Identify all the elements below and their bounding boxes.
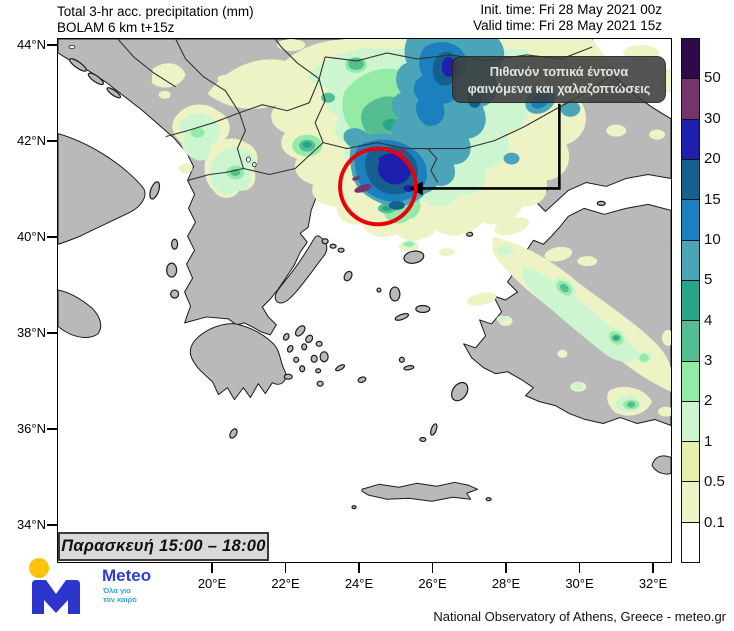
colorbar-segment bbox=[682, 481, 699, 522]
valid-time: Valid time: Fri 28 May 2021 15z bbox=[473, 18, 662, 33]
lon-tick-label: 20°E bbox=[197, 576, 227, 591]
lat-tick-label: 42°N bbox=[16, 133, 46, 148]
colorbar-tick-label: 4 bbox=[704, 311, 713, 329]
meteo-logo: Meteo Όλα για τον καιρό bbox=[22, 556, 182, 622]
land-cyprus-tip bbox=[651, 455, 671, 475]
colorbar-segment bbox=[682, 158, 699, 200]
lon-tick-mark bbox=[358, 563, 360, 573]
lat-tick-mark bbox=[47, 332, 57, 334]
colorbar-tick-label: 10 bbox=[704, 230, 721, 248]
lon-tick-label: 26°E bbox=[418, 576, 447, 591]
land-italy-boot bbox=[58, 133, 146, 245]
colorbar-segment bbox=[682, 239, 699, 280]
lat-tick-mark bbox=[47, 140, 57, 142]
map-frame: Πιθανόν τοπικά έντονα φαινόμενα και χαλα… bbox=[57, 38, 672, 563]
colorbar-segment bbox=[682, 400, 699, 442]
colorbar-segment bbox=[682, 441, 699, 482]
colorbar-tick-label: 0.5 bbox=[704, 473, 725, 491]
attribution: National Observatory of Athens, Greece -… bbox=[433, 609, 726, 624]
lat-tick-mark bbox=[47, 428, 57, 430]
lon-tick-label: 24°E bbox=[344, 576, 374, 591]
time-range-badge: Παρασκευή 15:00 – 18:00 bbox=[58, 532, 269, 561]
lat-tick-mark bbox=[47, 236, 57, 238]
colorbar-segment bbox=[682, 320, 699, 361]
meteo-logo-icon bbox=[29, 558, 80, 614]
warning-line2: φαινόμενα και χαλαζοπτώσεις bbox=[467, 81, 651, 96]
colorbar-swatches bbox=[681, 38, 700, 563]
lat-tick-label: 40°N bbox=[16, 229, 46, 244]
lon-tick-mark bbox=[505, 563, 507, 573]
lat-tick-mark bbox=[47, 524, 57, 526]
colorbar-tick-label: 5 bbox=[704, 271, 713, 289]
lon-tick-label: 28°E bbox=[491, 576, 521, 591]
product-title-line2: BOLAM 6 km t+15z bbox=[57, 20, 175, 35]
product-title: Total 3-hr acc. precipitation (mm) BOLAM… bbox=[57, 4, 254, 36]
lat-tick-mark bbox=[47, 44, 57, 46]
land-peloponnese bbox=[189, 323, 287, 401]
colorbar-segment bbox=[682, 521, 699, 563]
lat-tick-label: 44°N bbox=[16, 37, 46, 52]
logo-brand: Meteo bbox=[102, 566, 152, 585]
lat-tick-label: 36°N bbox=[16, 421, 46, 436]
lon-tick-mark bbox=[211, 563, 213, 573]
colorbar-segment bbox=[682, 118, 699, 159]
map-svg bbox=[58, 39, 671, 562]
land-italy-salento bbox=[58, 289, 102, 338]
colorbar-segment bbox=[682, 360, 699, 401]
lon-tick-label: 22°E bbox=[271, 576, 300, 591]
islands bbox=[68, 58, 606, 510]
lon-tick-label: 30°E bbox=[565, 576, 594, 591]
colorbar-segment bbox=[682, 279, 699, 321]
lat-tick-label: 34°N bbox=[16, 517, 46, 532]
run-times: Init. time: Fri 28 May 2021 00z Valid ti… bbox=[400, 2, 662, 34]
land-crete bbox=[361, 481, 479, 502]
lon-tick-mark bbox=[431, 563, 434, 573]
lon-tick-mark bbox=[652, 563, 654, 573]
warning-tooltip: Πιθανόν τοπικά έντονα φαινόμενα και χαλα… bbox=[452, 56, 666, 103]
colorbar-segment bbox=[682, 39, 699, 79]
colorbar-segment bbox=[682, 199, 699, 240]
colorbar-labels: 50 30 20 15 10 5 4 3 2 1 0.5 0.1 bbox=[704, 38, 734, 563]
logo-sun-icon bbox=[29, 558, 49, 578]
logo-m-icon bbox=[32, 580, 80, 614]
colorbar-tick-label: 3 bbox=[704, 352, 713, 370]
colorbar-tick-label: 20 bbox=[704, 150, 721, 168]
colorbar-tick-label: 2 bbox=[704, 392, 713, 410]
warning-line1: Πιθανόν τοπικά έντονα bbox=[489, 64, 629, 79]
land-euboea bbox=[274, 235, 328, 304]
colorbar-segment bbox=[682, 78, 699, 119]
colorbar-tick-label: 0.1 bbox=[704, 513, 725, 531]
logo-tagline: Όλα για τον καιρό bbox=[103, 586, 137, 604]
lon-tick-mark bbox=[578, 563, 581, 573]
lon-tick-mark bbox=[284, 563, 287, 573]
colorbar-tick-label: 50 bbox=[704, 69, 721, 87]
init-time: Init. time: Fri 28 May 2021 00z bbox=[480, 2, 662, 17]
lat-tick-label: 38°N bbox=[16, 325, 46, 340]
colorbar-tick-label: 15 bbox=[704, 190, 721, 208]
colorbar-tick-label: 1 bbox=[704, 432, 713, 450]
lon-tick-label: 32°E bbox=[638, 576, 668, 591]
highlight-circle bbox=[338, 146, 418, 227]
colorbar-tick-label: 30 bbox=[704, 109, 721, 127]
lakes bbox=[68, 45, 257, 168]
product-title-line1: Total 3-hr acc. precipitation (mm) bbox=[57, 4, 254, 19]
